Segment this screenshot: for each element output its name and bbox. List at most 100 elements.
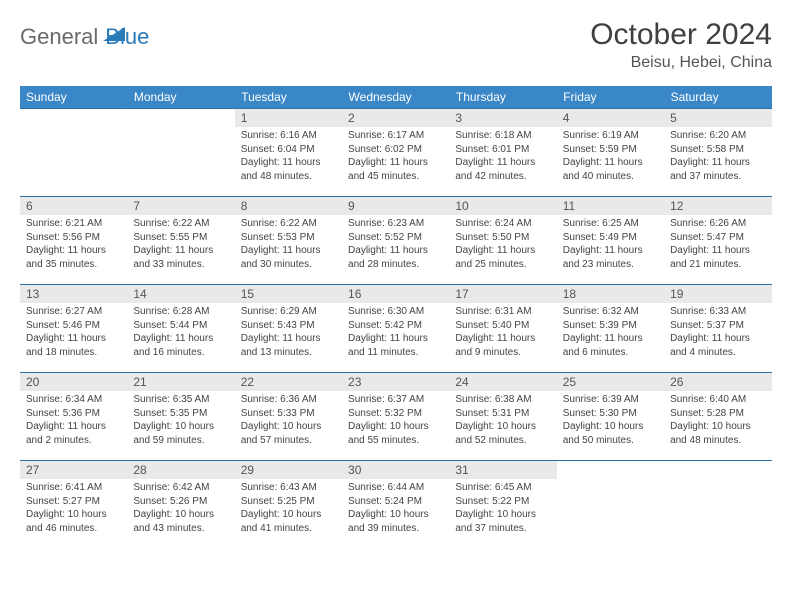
calendar-day-cell: 15 Sunrise: 6:29 AMSunset: 5:43 PMDayligh… bbox=[235, 285, 342, 373]
daylight-text: Daylight: 11 hours and 2 minutes. bbox=[26, 420, 121, 447]
month-title: October 2024 bbox=[590, 18, 772, 52]
calendar-day-cell: 5Sunrise: 6:20 AMSunset: 5:58 PMDaylight… bbox=[664, 109, 771, 197]
daylight-text: Daylight: 11 hours and 25 minutes. bbox=[455, 244, 550, 271]
sunset-text: Sunset: 5:27 PM bbox=[26, 495, 121, 509]
calendar-day-cell: 9Sunrise: 6:23 AMSunset: 5:52 PMDaylight… bbox=[342, 197, 449, 285]
day-number: 1 bbox=[235, 109, 342, 127]
day-details: Sunrise: 6:17 AMSunset: 6:02 PMDaylight:… bbox=[342, 127, 449, 187]
day-number: 13 bbox=[20, 285, 127, 303]
daylight-text: Daylight: 10 hours and 52 minutes. bbox=[455, 420, 550, 447]
day-details: Sunrise: 6:40 AMSunset: 5:28 PMDaylight:… bbox=[664, 391, 771, 451]
sunrise-text: Sunrise: 6:38 AM bbox=[455, 393, 550, 407]
header: General Blue October 2024 Beisu, Hebei, … bbox=[20, 18, 772, 72]
day-details: Sunrise: 6:37 AMSunset: 5:32 PMDaylight:… bbox=[342, 391, 449, 451]
sunrise-text: Sunrise: 6:18 AM bbox=[455, 129, 550, 143]
sunrise-text: Sunrise: 6:41 AM bbox=[26, 481, 121, 495]
day-details: Sunrise: 6:16 AMSunset: 6:04 PMDaylight:… bbox=[235, 127, 342, 187]
calendar-day-cell: 7 Sunrise: 6:22 AMSunset: 5:55 PMDaylight… bbox=[127, 197, 234, 285]
sunset-text: Sunset: 5:47 PM bbox=[670, 231, 765, 245]
sunset-text: Sunset: 6:02 PM bbox=[348, 143, 443, 157]
calendar-day-cell: 24Sunrise: 6:38 AMSunset: 5:31 PMDayligh… bbox=[449, 373, 556, 461]
daylight-text: Daylight: 11 hours and 45 minutes. bbox=[348, 156, 443, 183]
calendar-day-cell: 25Sunrise: 6:39 AMSunset: 5:30 PMDayligh… bbox=[557, 373, 664, 461]
calendar-day-cell: 8Sunrise: 6:22 AMSunset: 5:53 PMDaylight… bbox=[235, 197, 342, 285]
sunset-text: Sunset: 5:26 PM bbox=[133, 495, 228, 509]
calendar-day-cell: 17Sunrise: 6:31 AMSunset: 5:40 PMDayligh… bbox=[449, 285, 556, 373]
day-details: Sunrise: 6:24 AMSunset: 5:50 PMDaylight:… bbox=[449, 215, 556, 275]
day-details: Sunrise: 6:32 AMSunset: 5:39 PMDaylight:… bbox=[557, 303, 664, 363]
day-number: 19 bbox=[664, 285, 771, 303]
sunset-text: Sunset: 5:43 PM bbox=[241, 319, 336, 333]
day-details: Sunrise: 6:43 AMSunset: 5:25 PMDaylight:… bbox=[235, 479, 342, 539]
day-number: 3 bbox=[449, 109, 556, 127]
sunset-text: Sunset: 5:36 PM bbox=[26, 407, 121, 421]
calendar-day-cell: 1Sunrise: 6:16 AMSunset: 6:04 PMDaylight… bbox=[235, 109, 342, 197]
calendar-day-cell bbox=[557, 461, 664, 549]
sunset-text: Sunset: 5:49 PM bbox=[563, 231, 658, 245]
sunrise-text: Sunrise: 6:22 AM bbox=[133, 217, 228, 231]
logo: General Blue bbox=[20, 18, 149, 50]
daylight-text: Daylight: 10 hours and 39 minutes. bbox=[348, 508, 443, 535]
sunset-text: Sunset: 5:56 PM bbox=[26, 231, 121, 245]
calendar-day-cell: 26Sunrise: 6:40 AMSunset: 5:28 PMDayligh… bbox=[664, 373, 771, 461]
calendar-day-cell: 4Sunrise: 6:19 AMSunset: 5:59 PMDaylight… bbox=[557, 109, 664, 197]
day-details: Sunrise: 6:35 AMSunset: 5:35 PMDaylight:… bbox=[127, 391, 234, 451]
daylight-text: Daylight: 10 hours and 57 minutes. bbox=[241, 420, 336, 447]
calendar-day-cell: 3Sunrise: 6:18 AMSunset: 6:01 PMDaylight… bbox=[449, 109, 556, 197]
calendar-week-row: 27Sunrise: 6:41 AMSunset: 5:27 PMDayligh… bbox=[20, 461, 772, 549]
daylight-text: Daylight: 11 hours and 33 minutes. bbox=[133, 244, 228, 271]
daylight-text: Daylight: 11 hours and 9 minutes. bbox=[455, 332, 550, 359]
day-number: 17 bbox=[449, 285, 556, 303]
calendar-day-cell: 14Sunrise: 6:28 AMSunset: 5:44 PMDayligh… bbox=[127, 285, 234, 373]
sunrise-text: Sunrise: 6:35 AM bbox=[133, 393, 228, 407]
day-details: Sunrise: 6:28 AMSunset: 5:44 PMDaylight:… bbox=[127, 303, 234, 363]
sunset-text: Sunset: 5:55 PM bbox=[133, 231, 228, 245]
daylight-text: Daylight: 11 hours and 21 minutes. bbox=[670, 244, 765, 271]
day-header: Thursday bbox=[449, 86, 556, 109]
sunset-text: Sunset: 5:28 PM bbox=[670, 407, 765, 421]
sunset-text: Sunset: 5:32 PM bbox=[348, 407, 443, 421]
daylight-text: Daylight: 11 hours and 40 minutes. bbox=[563, 156, 658, 183]
day-details: Sunrise: 6:41 AMSunset: 5:27 PMDaylight:… bbox=[20, 479, 127, 539]
sunrise-text: Sunrise: 6:28 AM bbox=[133, 305, 228, 319]
day-number: 4 bbox=[557, 109, 664, 127]
day-number: 7 bbox=[127, 197, 234, 215]
calendar-day-cell: 28Sunrise: 6:42 AMSunset: 5:26 PMDayligh… bbox=[127, 461, 234, 549]
sunset-text: Sunset: 5:58 PM bbox=[670, 143, 765, 157]
daylight-text: Daylight: 11 hours and 37 minutes. bbox=[670, 156, 765, 183]
sunset-text: Sunset: 5:50 PM bbox=[455, 231, 550, 245]
day-details: Sunrise: 6:19 AMSunset: 5:59 PMDaylight:… bbox=[557, 127, 664, 187]
day-details: Sunrise: 6:45 AMSunset: 5:22 PMDaylight:… bbox=[449, 479, 556, 539]
day-header: Wednesday bbox=[342, 86, 449, 109]
logo-text-blue: Blue bbox=[105, 24, 149, 50]
calendar-week-row: 20Sunrise: 6:34 AMSunset: 5:36 PMDayligh… bbox=[20, 373, 772, 461]
daylight-text: Daylight: 10 hours and 37 minutes. bbox=[455, 508, 550, 535]
sunset-text: Sunset: 5:53 PM bbox=[241, 231, 336, 245]
calendar-day-cell: 18Sunrise: 6:32 AMSunset: 5:39 PMDayligh… bbox=[557, 285, 664, 373]
day-number: 22 bbox=[235, 373, 342, 391]
daylight-text: Daylight: 11 hours and 13 minutes. bbox=[241, 332, 336, 359]
logo-text-general: General bbox=[20, 24, 98, 50]
sunrise-text: Sunrise: 6:33 AM bbox=[670, 305, 765, 319]
day-number: 14 bbox=[127, 285, 234, 303]
sunrise-text: Sunrise: 6:29 AM bbox=[241, 305, 336, 319]
daylight-text: Daylight: 10 hours and 55 minutes. bbox=[348, 420, 443, 447]
sunrise-text: Sunrise: 6:40 AM bbox=[670, 393, 765, 407]
day-number: 12 bbox=[664, 197, 771, 215]
sunrise-text: Sunrise: 6:25 AM bbox=[563, 217, 658, 231]
sunset-text: Sunset: 5:25 PM bbox=[241, 495, 336, 509]
day-number: 15 bbox=[235, 285, 342, 303]
calendar-day-cell: 16Sunrise: 6:30 AMSunset: 5:42 PMDayligh… bbox=[342, 285, 449, 373]
sunset-text: Sunset: 5:39 PM bbox=[563, 319, 658, 333]
calendar-day-cell: 30Sunrise: 6:44 AMSunset: 5:24 PMDayligh… bbox=[342, 461, 449, 549]
day-number: 6 bbox=[20, 197, 127, 215]
calendar-day-cell: 23Sunrise: 6:37 AMSunset: 5:32 PMDayligh… bbox=[342, 373, 449, 461]
calendar-day-cell: 31Sunrise: 6:45 AMSunset: 5:22 PMDayligh… bbox=[449, 461, 556, 549]
daylight-text: Daylight: 11 hours and 6 minutes. bbox=[563, 332, 658, 359]
sunrise-text: Sunrise: 6:23 AM bbox=[348, 217, 443, 231]
sunrise-text: Sunrise: 6:16 AM bbox=[241, 129, 336, 143]
sunrise-text: Sunrise: 6:27 AM bbox=[26, 305, 121, 319]
sunset-text: Sunset: 5:33 PM bbox=[241, 407, 336, 421]
title-block: October 2024 Beisu, Hebei, China bbox=[590, 18, 772, 72]
day-number: 28 bbox=[127, 461, 234, 479]
